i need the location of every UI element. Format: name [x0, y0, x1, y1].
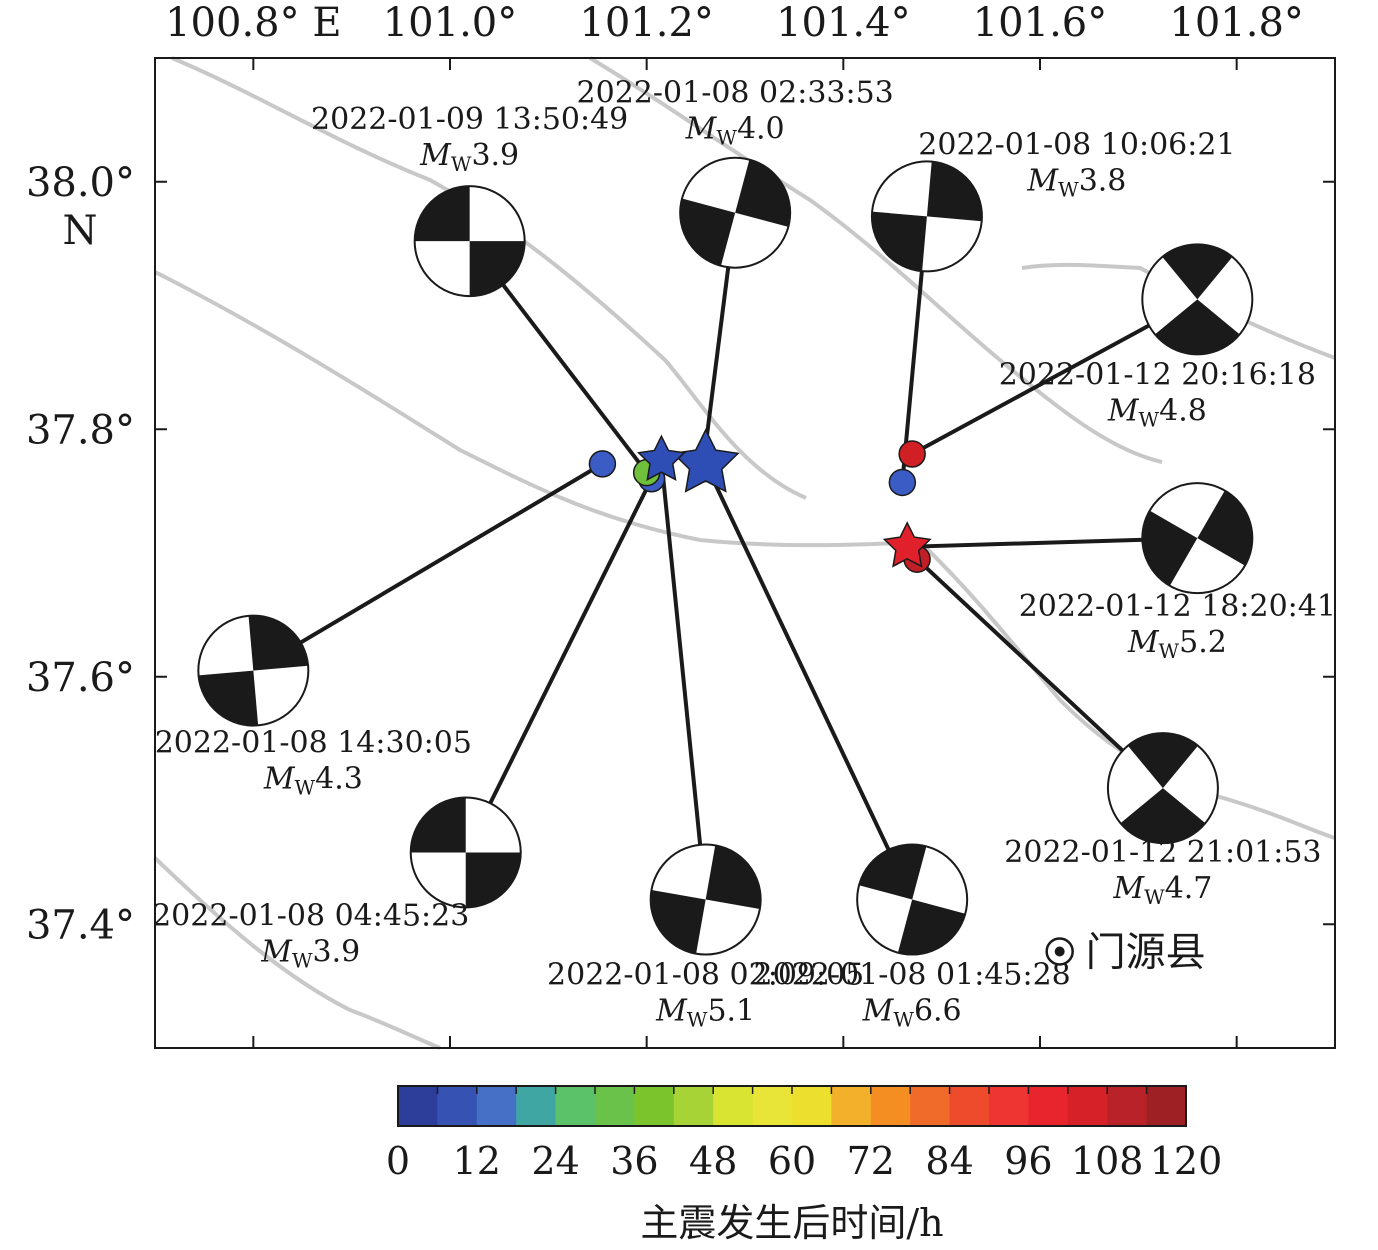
colorbar-tick-label: 24 [531, 1139, 579, 1183]
event-magnitude-label: MW5.2 [1127, 625, 1227, 663]
leader-line [659, 459, 708, 900]
colorbar-tick-label: 48 [689, 1139, 737, 1183]
colorbar-title: 主震发生后时间/h [640, 1201, 943, 1245]
event-magnitude-label: MW3.8 [1026, 163, 1126, 201]
leader-line [703, 463, 914, 901]
colorbar-segment [870, 1086, 911, 1126]
colorbar-segment [1146, 1086, 1187, 1126]
lat-hemisphere-label: N [63, 208, 98, 254]
map-frame [154, 57, 1336, 1049]
colorbar-segment [673, 1086, 714, 1126]
colorbar-segment [1107, 1086, 1148, 1126]
beachball [1106, 732, 1219, 845]
event-time-label: 2022-01-08 02:09:05 [547, 958, 864, 993]
colorbar-segment [1028, 1086, 1069, 1126]
fault-line [171, 56, 807, 500]
lon-tick-label: 101.2° [579, 0, 714, 46]
event-magnitude-label: MW6.6 [862, 994, 962, 1032]
event-magnitude-label: MW4.8 [1107, 393, 1207, 431]
epicenter-star [636, 434, 686, 481]
beachball [1141, 243, 1254, 356]
event-time-label: 2022-01-08 14:30:05 [155, 726, 472, 761]
lat-tick-label: 37.6° [26, 655, 135, 701]
colorbar-tick-label: 0 [386, 1139, 410, 1183]
colorbar-segment [516, 1086, 557, 1126]
colorbar-segment [476, 1086, 517, 1126]
event-magnitude-label: MW4.7 [1112, 871, 1212, 909]
colorbar-segment [1067, 1086, 1108, 1126]
beachball [856, 843, 969, 956]
colorbar-segment [595, 1086, 635, 1126]
beachball [870, 160, 983, 273]
colorbar-segment [634, 1086, 675, 1126]
colorbar-tick-label: 60 [768, 1139, 816, 1183]
lon-tick-label: 101.0° [383, 0, 518, 46]
colorbar-segment [555, 1086, 596, 1126]
event-time-label: 2022-01-09 13:50:49 [311, 102, 628, 137]
leader-lines [252, 212, 1199, 901]
axis-tick-labels: 100.8° E 101.0° 101.2° 101.4° 101.6° 101.8° 38… [26, 0, 1304, 948]
event-magnitude-label: MW3.9 [260, 934, 360, 972]
colorbar-segment [949, 1086, 990, 1126]
epicenter-star [882, 521, 932, 568]
lat-tick-label: 38.0° [26, 160, 135, 206]
event-time-label: 2022-01-08 02:33:53 [577, 76, 894, 111]
beachball [413, 185, 526, 298]
fault-line [588, 56, 1163, 464]
colorbar-segment [831, 1086, 872, 1126]
beachball [1141, 482, 1254, 595]
lon-tick-label: 100.8° E [165, 0, 341, 46]
event-time-label: 2022-01-08 04:45:23 [152, 898, 469, 933]
colorbar-segment [910, 1086, 951, 1126]
town-marker: 门源县 [1045, 929, 1206, 975]
leader-line [252, 462, 604, 673]
colorbar: 0 12 24 36 48 60 72 84 96 108 120 主震发生后时间/h [386, 1085, 1223, 1245]
colorbar-tick-label: 12 [453, 1139, 501, 1183]
colorbar-tick-label: 108 [1071, 1139, 1144, 1183]
axis-ticks [155, 58, 1335, 1048]
event-time-label: 2022-01-12 20:16:18 [999, 357, 1316, 392]
event-time-label: 2022-01-12 21:01:53 [1004, 835, 1321, 870]
lat-tick-label: 37.8° [26, 407, 135, 453]
colorbar-tick-label: 72 [847, 1139, 895, 1183]
lon-tick-label: 101.8° [1169, 0, 1304, 46]
event-time-label: 2022-01-08 01:45:28 [754, 958, 1071, 993]
colorbar-segment [713, 1086, 754, 1126]
colorbar-tick-label: 96 [1004, 1139, 1052, 1183]
epicenter-circle [588, 450, 617, 478]
beachball [679, 156, 792, 269]
event-time-label: 2022-01-12 18:20:41 [1019, 589, 1336, 624]
colorbar-tick-label: 36 [610, 1139, 658, 1183]
town-label: 门源县 [1086, 929, 1206, 975]
event-magnitude-label: MW5.1 [655, 994, 755, 1032]
town-marker-dot [1054, 946, 1065, 957]
event-magnitude-label: MW4.3 [263, 762, 363, 800]
lat-tick-label: 37.4° [26, 902, 135, 948]
event-time-label: 2022-01-08 10:06:21 [918, 127, 1235, 162]
colorbar-tick-label: 84 [925, 1139, 973, 1183]
colorbar-frame [397, 1085, 1187, 1127]
focal-mechanisms [197, 156, 1254, 956]
epicenter-circle [898, 440, 926, 468]
lon-tick-label: 101.6° [973, 0, 1108, 46]
lon-tick-label: 101.4° [776, 0, 911, 46]
colorbar-segment [398, 1086, 438, 1126]
leader-line [463, 477, 654, 854]
beachball [649, 843, 762, 956]
epicenters [588, 428, 932, 573]
beachball [197, 614, 310, 727]
colorbar-tick-label: 120 [1150, 1139, 1223, 1183]
colorbar-segment [752, 1086, 793, 1126]
colorbar-segment [989, 1086, 1029, 1126]
fault-lines [153, 56, 1336, 1050]
fault-line [153, 856, 441, 1050]
beachball [409, 796, 522, 909]
colorbar-segment [437, 1086, 478, 1126]
event-magnitude-label: MW4.0 [685, 112, 785, 150]
colorbar-segment [792, 1086, 832, 1126]
epicenter-circle [888, 468, 917, 497]
event-magnitude-label: MW3.9 [419, 138, 519, 176]
